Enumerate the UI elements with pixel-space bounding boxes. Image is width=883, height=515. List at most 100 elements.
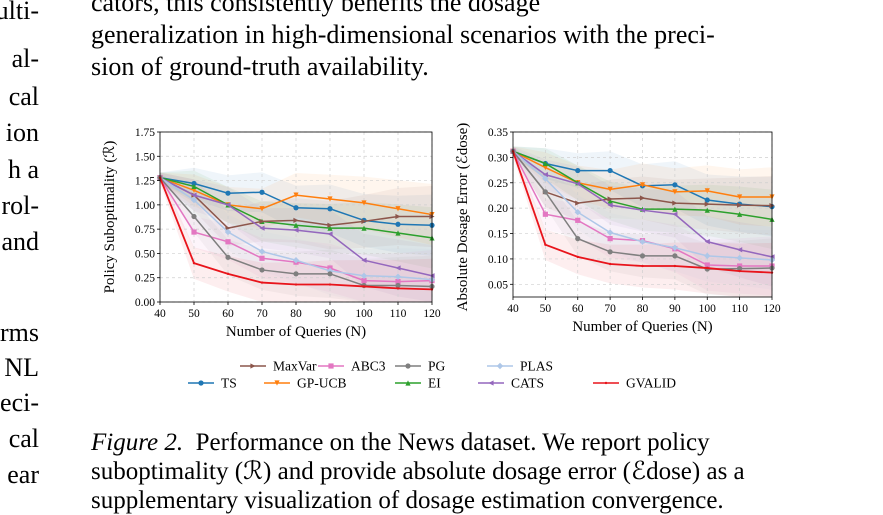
x-tick-label: 100 [699, 303, 717, 315]
data-point-gvalid [576, 255, 579, 259]
data-point-plas [736, 254, 743, 262]
legend-label-gp-ucb: GP-UCB [297, 376, 347, 391]
data-point-maxvar [327, 222, 333, 228]
x-tick-label: 100 [355, 308, 373, 320]
data-point-maxvar [259, 218, 265, 224]
legend-marker-plas [496, 362, 504, 370]
data-point-plas [704, 252, 711, 260]
legend-marker-ts [198, 380, 204, 386]
data-point-ei [737, 211, 743, 217]
data-point-plas [671, 244, 679, 251]
data-point-gvalid [260, 281, 264, 284]
data-point-gvalid [226, 272, 230, 276]
data-point-gp-ucb [395, 206, 401, 212]
y-tick-label: 0.25 [488, 178, 508, 190]
paragraph-line: sion of ground-truth availability. [91, 52, 429, 81]
data-point-pg [293, 271, 299, 277]
data-point-cats [575, 181, 581, 187]
data-point-ts [327, 206, 333, 212]
data-point-maxvar [737, 202, 743, 208]
data-point-abc3 [395, 279, 401, 285]
data-point-gp-ucb [259, 206, 265, 212]
data-point-cats [639, 207, 646, 213]
data-point-plas [542, 175, 549, 182]
data-point-pg [607, 249, 613, 255]
y-tick-label: 0.15 [488, 229, 508, 241]
x-axis-label: Number of Queries (N) [226, 324, 366, 340]
data-point-ei [607, 198, 613, 204]
legend-label-plas: PLAS [520, 359, 553, 374]
x-tick-label: 40 [154, 308, 166, 320]
data-point-pg [737, 265, 743, 272]
data-point-gvalid [641, 264, 644, 268]
legend-marker-gvalid [604, 381, 608, 385]
x-tick-label: 120 [423, 308, 441, 320]
data-point-abc3 [607, 236, 613, 242]
data-point-ei [672, 206, 678, 212]
data-point-pg [259, 267, 265, 273]
left-line: h a [7, 155, 39, 184]
y-tick-label: 1.75 [135, 127, 155, 139]
data-point-ts [395, 221, 401, 227]
data-point-plas [292, 257, 300, 264]
data-point-abc3 [575, 217, 581, 223]
data-point-pg [575, 236, 581, 242]
data-point-gvalid [192, 261, 196, 265]
data-point-gp-ucb [672, 189, 678, 195]
data-point-abc3 [704, 262, 710, 268]
confidence-band-plas [160, 172, 432, 302]
left-line: cal [8, 82, 39, 111]
caption-label: Figure 2. [91, 429, 184, 456]
data-point-cats [259, 225, 265, 231]
data-point-gp-ucb [737, 194, 743, 200]
data-point-ts [259, 189, 265, 195]
confidence-band-abc3 [160, 172, 432, 302]
data-point-gvalid [673, 264, 677, 268]
body-paragraph: cators, this consistently benefits the d… [91, 0, 791, 83]
data-point-pg [191, 213, 197, 220]
data-point-ei [704, 207, 710, 213]
data-point-gvalid [362, 285, 366, 288]
data-point-pg [542, 189, 548, 195]
x-tick-label: 110 [390, 308, 407, 320]
data-point-gvalid [738, 269, 741, 273]
data-point-cats [293, 227, 299, 233]
y-tick-label: 0.05 [488, 279, 508, 291]
legend-label-ei: EI [428, 376, 441, 391]
y-tick-label: 0.30 [488, 152, 508, 164]
chart-absolute-dosage-error: 40 50 60 70 80 90 100 110 120 0.05 0.10 0.15 0.20 0.2… [455, 123, 781, 335]
data-point-cats [542, 172, 548, 178]
data-point-ei [191, 183, 197, 189]
figure: 40 50 60 70 80 90 100 110 120 0.00 0.25 0.50 0.75 1.0… [102, 123, 781, 391]
y-tick-label: 0.25 [135, 273, 155, 285]
legend-label-abc3: ABC3 [351, 359, 386, 374]
x-tick-label: 110 [731, 303, 748, 315]
data-point-cats [672, 211, 678, 217]
legend-label-ts: TS [221, 376, 237, 391]
y-axis-label: Policy Suboptimality (ℛ) [102, 141, 118, 294]
data-point-maxvar [672, 200, 678, 206]
data-point-abc3 [259, 255, 265, 261]
y-tick-label: 0.50 [135, 248, 155, 260]
y-tick-label: 0.20 [488, 203, 508, 215]
caption-line: Performance on the News dataset. We repo… [195, 429, 710, 456]
left-line: cal [8, 424, 39, 453]
data-point-maxvar [395, 213, 401, 220]
left-column-text: ulti- al- cal ion h a rol- and rms NL ec… [0, 0, 45, 500]
legend-label-pg: PG [428, 359, 446, 374]
legend-label-gvalid: GVALID [626, 376, 676, 391]
data-point-ts [191, 180, 197, 187]
data-point-plas [639, 238, 646, 245]
y-tick-label: 0.00 [135, 297, 155, 309]
confidence-band-pg [160, 172, 432, 302]
data-point-cats [737, 247, 743, 253]
data-point-gvalid [396, 287, 400, 290]
y-tick-label: 1.00 [135, 200, 155, 212]
x-tick-label: 60 [222, 308, 234, 320]
data-point-gvalid [294, 283, 298, 286]
left-line: ulti- [0, 0, 39, 25]
y-tick-label: 1.50 [135, 151, 155, 163]
y-tick-label: 0.75 [135, 224, 155, 236]
data-point-maxvar [225, 225, 231, 231]
data-point-ts [225, 190, 231, 196]
